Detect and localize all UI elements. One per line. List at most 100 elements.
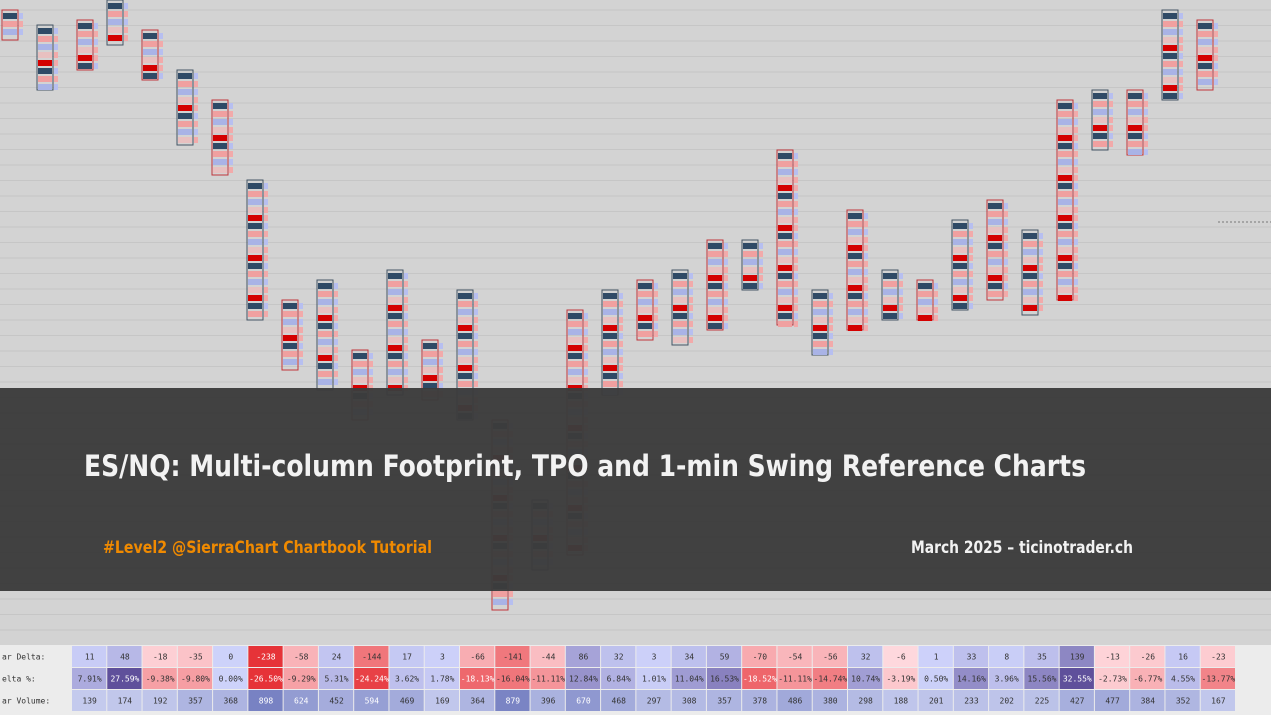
footprint-cell [248,279,262,285]
table-cell [671,668,706,689]
table-cell [1130,690,1165,711]
cell-text: 16.53% [710,675,739,684]
table-cell [283,646,318,667]
footprint-cell [334,299,338,305]
cell-text: -14.74% [814,675,848,684]
footprint-cell [1004,203,1008,209]
table-cell [1130,668,1165,689]
footprint-cell [78,55,92,61]
table-cell [989,690,1024,711]
footprint-cell [213,167,227,173]
footprint-cell [334,379,338,385]
footprint-cell [619,349,623,355]
footprint-cell [299,327,303,333]
footprint-cell [404,329,408,335]
footprint-cell [1074,191,1078,197]
footprint-cell [899,281,903,287]
footprint-cell [1074,295,1078,301]
footprint-cell [883,281,897,287]
footprint-cell [94,47,98,53]
banner-byline: March 2025 – ticinotrader.ch [911,538,1133,558]
footprint-cell [1074,215,1078,221]
footprint-cell [143,73,157,79]
footprint-cell [458,381,472,387]
footprint-cell [864,253,868,259]
footprint-cell [1093,109,1107,115]
footprint-cell [794,249,798,255]
cell-text: 308 [682,697,697,706]
footprint-cell [1074,287,1078,293]
cell-text: -58 [294,653,309,662]
footprint-cell [159,73,163,79]
footprint-cell [1163,37,1177,43]
bar-outline [141,29,159,81]
footprint-cell [94,55,98,61]
footprint-cell [724,307,728,313]
footprint-cell [794,161,798,167]
footprint-cell [848,301,862,307]
footprint-cell [1214,63,1218,69]
table-cell [460,646,495,667]
footprint-cell [213,151,227,157]
footprint-cell [1058,247,1072,253]
cell-text: 486 [788,697,803,706]
row-label: ar Volume: [2,697,50,706]
footprint-cell [299,319,303,325]
footprint-cell [474,381,478,387]
cell-text: 1.01% [642,675,666,684]
footprint-cell [213,135,227,141]
footprint-cell [264,231,268,237]
footprint-cell [689,337,693,343]
footprint-cell [619,309,623,315]
footprint-cell [194,121,198,127]
table-cell [107,690,142,711]
footprint-cell [584,345,588,351]
table-cell [177,690,213,711]
footprint-cell [883,273,897,279]
bar-outline [881,269,899,321]
footprint-cell [724,323,728,329]
footprint-cell [1074,207,1078,213]
cell-text: -141 [503,653,522,662]
footprint-cell [1039,241,1043,247]
footprint-cell [1074,135,1078,141]
footprint-cell [213,127,227,133]
cell-text: 670 [576,697,591,706]
footprint-cell [848,309,862,315]
footprint-cell [108,27,122,33]
footprint-cell [689,297,693,303]
footprint-cell [404,289,408,295]
footprint-cell [1163,21,1177,27]
table-cell [883,690,918,711]
footprint-cell [724,243,728,249]
footprint-cell [1023,289,1037,295]
footprint-cell [509,599,513,605]
footprint-cell [404,345,408,351]
footprint-cell [883,313,897,319]
footprint-cell [264,223,268,229]
footprint-cell [794,185,798,191]
cell-text: -18.13% [461,675,495,684]
footprint-cell [1058,175,1072,181]
footprint-cell [1109,133,1113,139]
footprint-cell [864,277,868,283]
footprint-cell [299,359,303,365]
footprint-cell [264,239,268,245]
footprint-cell [1128,125,1142,131]
footprint-cell [213,111,227,117]
footprint-cell [864,317,868,323]
footprint-cell [334,331,338,337]
footprint-cell [813,293,827,299]
footprint-cell [778,241,792,247]
cell-text: -24.24% [355,675,389,684]
cell-text: 139 [1070,653,1085,662]
footprint-cell [603,309,617,315]
footprint-cell [778,249,792,255]
table-cell [565,668,601,689]
footprint-cell [264,311,268,317]
footprint-cell [264,295,268,301]
footprint-cell [584,321,588,327]
footprint-cell [794,193,798,199]
footprint-cell [708,291,722,297]
